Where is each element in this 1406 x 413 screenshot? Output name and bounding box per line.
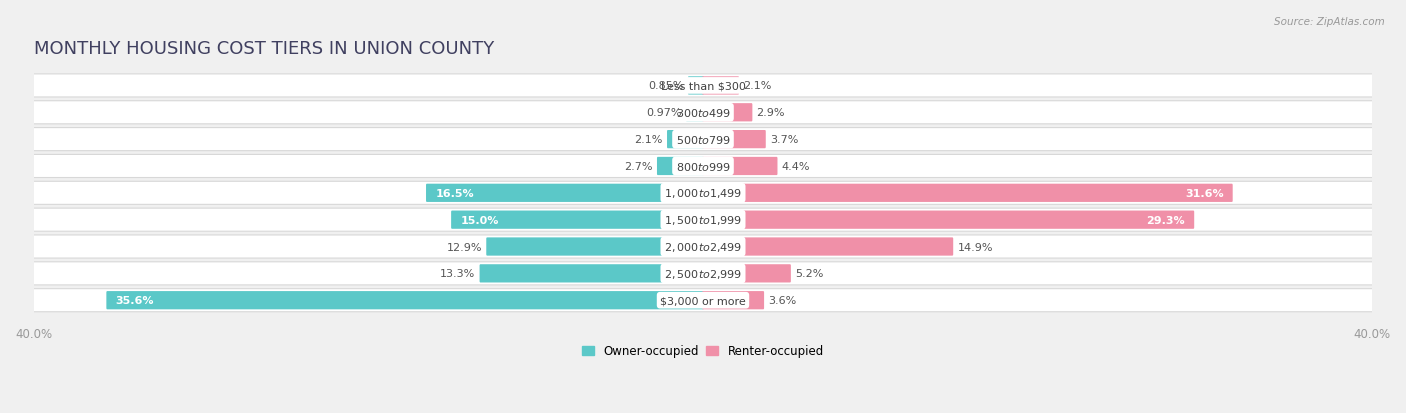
FancyBboxPatch shape (479, 265, 704, 283)
Text: $1,500 to $1,999: $1,500 to $1,999 (664, 214, 742, 227)
FancyBboxPatch shape (32, 128, 1374, 151)
Text: 2.1%: 2.1% (634, 135, 662, 145)
Text: 2.1%: 2.1% (744, 81, 772, 91)
Text: 13.3%: 13.3% (440, 269, 475, 279)
Text: $1,000 to $1,499: $1,000 to $1,499 (664, 187, 742, 200)
Text: $800 to $999: $800 to $999 (675, 161, 731, 173)
Text: $300 to $499: $300 to $499 (675, 107, 731, 119)
FancyBboxPatch shape (702, 265, 790, 283)
Text: 15.0%: 15.0% (460, 215, 499, 225)
FancyBboxPatch shape (686, 104, 704, 122)
FancyBboxPatch shape (702, 131, 766, 149)
FancyBboxPatch shape (688, 77, 704, 95)
Text: 35.6%: 35.6% (115, 295, 155, 306)
Text: MONTHLY HOUSING COST TIERS IN UNION COUNTY: MONTHLY HOUSING COST TIERS IN UNION COUN… (34, 40, 494, 58)
FancyBboxPatch shape (32, 155, 1374, 178)
FancyBboxPatch shape (32, 102, 1374, 124)
FancyBboxPatch shape (32, 182, 1374, 205)
Text: Less than $300: Less than $300 (661, 81, 745, 91)
FancyBboxPatch shape (426, 184, 704, 202)
Text: 5.2%: 5.2% (794, 269, 824, 279)
FancyBboxPatch shape (32, 75, 1374, 98)
FancyBboxPatch shape (702, 211, 1194, 229)
FancyBboxPatch shape (666, 131, 704, 149)
FancyBboxPatch shape (451, 211, 704, 229)
FancyBboxPatch shape (702, 184, 1233, 202)
Legend: Owner-occupied, Renter-occupied: Owner-occupied, Renter-occupied (578, 340, 828, 362)
FancyBboxPatch shape (702, 77, 740, 95)
Text: 0.85%: 0.85% (648, 81, 683, 91)
Text: 3.6%: 3.6% (768, 295, 797, 306)
FancyBboxPatch shape (702, 157, 778, 176)
Text: $3,000 or more: $3,000 or more (661, 295, 745, 306)
FancyBboxPatch shape (657, 157, 704, 176)
Text: $2,500 to $2,999: $2,500 to $2,999 (664, 267, 742, 280)
Text: 0.97%: 0.97% (647, 108, 682, 118)
Text: 3.7%: 3.7% (770, 135, 799, 145)
Text: 2.7%: 2.7% (624, 161, 652, 171)
FancyBboxPatch shape (32, 235, 1374, 259)
FancyBboxPatch shape (32, 262, 1374, 285)
Text: 29.3%: 29.3% (1146, 215, 1185, 225)
FancyBboxPatch shape (107, 291, 704, 310)
Text: 16.5%: 16.5% (436, 188, 474, 198)
FancyBboxPatch shape (486, 238, 704, 256)
Text: Source: ZipAtlas.com: Source: ZipAtlas.com (1274, 17, 1385, 26)
FancyBboxPatch shape (32, 209, 1374, 232)
Text: 2.9%: 2.9% (756, 108, 785, 118)
Text: 31.6%: 31.6% (1185, 188, 1223, 198)
FancyBboxPatch shape (702, 104, 752, 122)
Text: 12.9%: 12.9% (447, 242, 482, 252)
FancyBboxPatch shape (702, 238, 953, 256)
Text: 14.9%: 14.9% (957, 242, 993, 252)
Text: 4.4%: 4.4% (782, 161, 810, 171)
FancyBboxPatch shape (702, 291, 763, 310)
Text: $500 to $799: $500 to $799 (675, 134, 731, 146)
FancyBboxPatch shape (32, 289, 1374, 312)
Text: $2,000 to $2,499: $2,000 to $2,499 (664, 240, 742, 254)
